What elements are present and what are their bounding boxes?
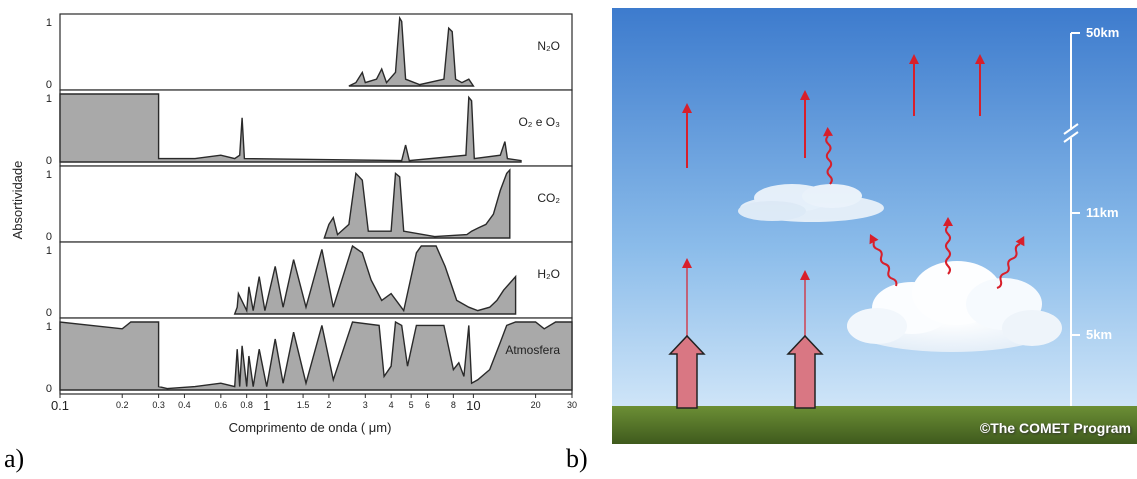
absorption-curve — [59, 93, 522, 163]
y-tick-label: 1 — [46, 321, 52, 333]
y-axis-label: Absortividade — [10, 161, 25, 240]
spectrum-row: 1 0 Atmosfera — [46, 317, 573, 395]
x-tick-label: 10 — [466, 398, 480, 413]
x-tick-label: 20 — [531, 400, 541, 410]
wavy-radiation-arrow — [945, 225, 951, 275]
arrowhead — [975, 54, 985, 64]
arrowhead — [869, 234, 879, 245]
x-tick-label: 0.1 — [51, 398, 69, 413]
radiation-diagram — [612, 8, 1137, 444]
wavy-radiation-arrow — [872, 241, 898, 287]
x-tick-label: 0.4 — [178, 400, 191, 410]
y-tick-label: 1 — [46, 93, 52, 105]
x-tick-label: 5 — [409, 400, 414, 410]
gas-label: N₂O — [537, 39, 560, 53]
copyright-label: ©The COMET Program — [979, 420, 1131, 436]
x-tick-label: 8 — [451, 400, 456, 410]
y-tick-label: 1 — [46, 17, 52, 29]
x-tick-label: 0.3 — [152, 400, 165, 410]
y-tick-label: 0 — [46, 307, 52, 319]
panel-b-caption: b) — [566, 444, 588, 473]
x-tick-label: 0.2 — [116, 400, 129, 410]
altitude-label-11km: 11km — [1086, 205, 1119, 220]
gas-label: H₂O — [537, 267, 560, 281]
spectrum-row: 1 0 N₂O — [46, 13, 573, 91]
surface-emission-arrow — [786, 334, 824, 409]
arrowhead — [1015, 236, 1025, 247]
arrowhead — [682, 258, 692, 268]
panel-a-caption: a) — [4, 444, 25, 473]
x-tick-label: 1.5 — [297, 400, 310, 410]
x-tick-label: 4 — [389, 400, 394, 410]
y-tick-label: 1 — [46, 169, 52, 181]
x-tick-label: 1 — [263, 398, 270, 413]
x-tick-label: 2 — [326, 400, 331, 410]
arrowhead — [943, 217, 953, 226]
gas-label: CO₂ — [537, 191, 560, 205]
y-tick-label: 0 — [46, 231, 52, 243]
arrowhead — [682, 103, 692, 113]
high-cloud — [738, 184, 884, 222]
y-tick-label: 0 — [46, 79, 52, 91]
absorption-curve — [348, 15, 475, 87]
altitude-scale — [1063, 32, 1080, 406]
x-tick-label: 0.8 — [240, 400, 253, 410]
y-tick-label: 0 — [46, 383, 52, 395]
wavy-radiation-arrow — [825, 135, 833, 185]
ground — [612, 406, 1137, 444]
radiation-arrows — [668, 54, 1025, 409]
x-axis-label: Comprimento de onda ( μm) — [229, 420, 392, 435]
arrowhead — [823, 127, 833, 137]
absorption-curve — [59, 320, 573, 391]
x-tick-label: 0.6 — [215, 400, 228, 410]
row-frame — [59, 13, 573, 91]
altitude-label-50km: 50km — [1086, 25, 1120, 40]
radiation-diagram-panel: 50km 11km 5km ©The COMET Program — [612, 8, 1137, 444]
spectrum-row: 1 0 H₂O — [46, 241, 573, 319]
y-tick-label: 1 — [46, 245, 52, 257]
spectrum-row: 1 0 O₂ e O₃ — [46, 89, 573, 167]
y-tick-label: 0 — [46, 155, 52, 167]
wavy-radiation-arrow — [996, 243, 1021, 289]
surface-emission-arrow — [668, 334, 706, 409]
altitude-label-5km: 5km — [1086, 327, 1113, 342]
arrowhead — [800, 270, 810, 280]
x-tick-label: 6 — [425, 400, 430, 410]
arrowhead — [909, 54, 919, 64]
absorption-curve — [323, 168, 511, 239]
absorption-spectra-panel: 1 0 N₂O 1 0 O₂ e O₃ 1 0 CO₂ 1 0 H₂O 1 0 Atmosfera Abso… — [10, 13, 577, 435]
arrowhead — [800, 90, 810, 100]
gas-label: O₂ e O₃ — [518, 115, 560, 129]
gas-label: Atmosfera — [505, 343, 560, 357]
x-tick-label: 30 — [567, 400, 577, 410]
x-tick-label: 3 — [363, 400, 368, 410]
spectrum-row: 1 0 CO₂ — [46, 165, 573, 243]
absorption-curve — [233, 244, 517, 315]
low-cloud — [847, 261, 1062, 352]
